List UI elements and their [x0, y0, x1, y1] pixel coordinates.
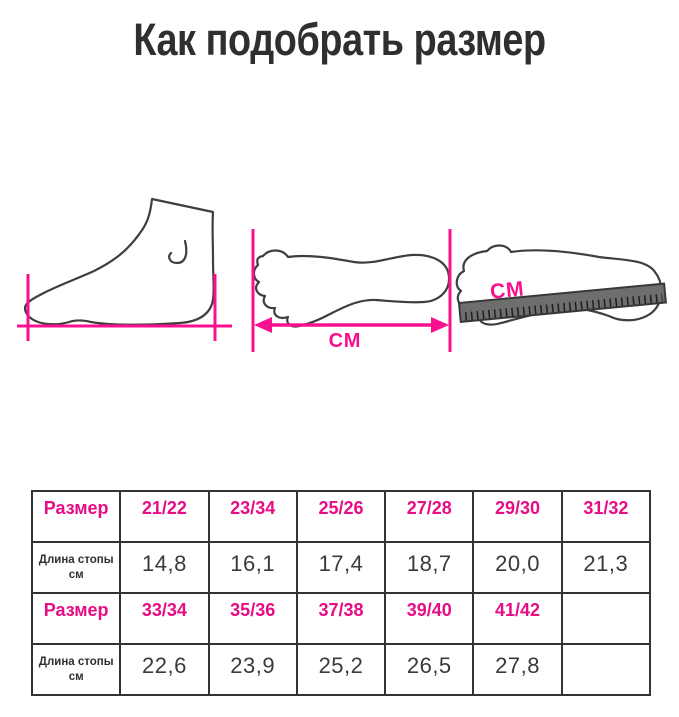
size-cell: 27/28 [384, 490, 475, 543]
figure-footprint-ruler: СМ [455, 244, 667, 326]
length-cell: 23,9 [207, 643, 298, 696]
length-cell: 27,8 [472, 643, 563, 696]
figure-side-foot [17, 197, 232, 341]
size-cell: 23/34 [207, 490, 298, 543]
length-cell: 14,8 [119, 541, 210, 594]
size-cell: 41/42 [472, 592, 563, 645]
cm-label: СМ [329, 330, 362, 352]
arrow-head-left [254, 317, 272, 333]
ruler-body [457, 282, 667, 324]
ruler [457, 282, 667, 324]
size-cell [560, 592, 652, 645]
size-cell: 29/30 [472, 490, 563, 543]
size-row: Размер 33/34 35/36 37/38 39/40 41/42 [30, 592, 652, 645]
size-cell: 37/38 [295, 592, 387, 645]
arrow-head-right [431, 317, 449, 333]
footprint-outline [252, 249, 451, 328]
figure-footprint-measure: СМ [251, 229, 452, 352]
length-cell: 20,0 [472, 541, 563, 594]
size-cell: 39/40 [384, 592, 475, 645]
cm-label: СМ [489, 277, 526, 303]
size-cell: 21/22 [119, 490, 210, 543]
row-header-cell: Размер [30, 592, 122, 645]
length-arrow [254, 317, 449, 333]
length-cell: 17,4 [295, 541, 387, 594]
row-header-cell: Длина стопы см [30, 541, 122, 594]
row-header-cell: Длина стопы см [30, 643, 122, 696]
ankle-mark [168, 239, 188, 265]
length-cell: 26,5 [384, 643, 475, 696]
length-cell: 21,3 [560, 541, 652, 594]
length-cell [560, 643, 652, 696]
size-cell: 33/34 [119, 592, 210, 645]
size-row: Размер 21/22 23/34 25/26 27/28 29/30 31/… [30, 490, 652, 543]
size-cell: 25/26 [295, 490, 387, 543]
side-foot-outline [23, 197, 215, 326]
row-header-cell: Размер [30, 490, 122, 543]
measuring-figures: СМ СМ [17, 197, 667, 352]
length-cell: 16,1 [207, 541, 298, 594]
length-cell: 22,6 [119, 643, 210, 696]
length-row: Длина стопы см 22,6 23,9 25,2 26,5 27,8 [30, 643, 652, 696]
size-cell: 35/36 [207, 592, 298, 645]
length-cell: 18,7 [384, 541, 475, 594]
length-row: Длина стопы см 14,8 16,1 17,4 18,7 20,0 … [30, 541, 652, 594]
ruler-ticks [464, 293, 663, 321]
size-table: Размер 21/22 23/34 25/26 27/28 29/30 31/… [30, 490, 652, 696]
page-title: Как подобрать размер [133, 14, 546, 65]
size-cell: 31/32 [560, 490, 652, 543]
length-cell: 25,2 [295, 643, 387, 696]
